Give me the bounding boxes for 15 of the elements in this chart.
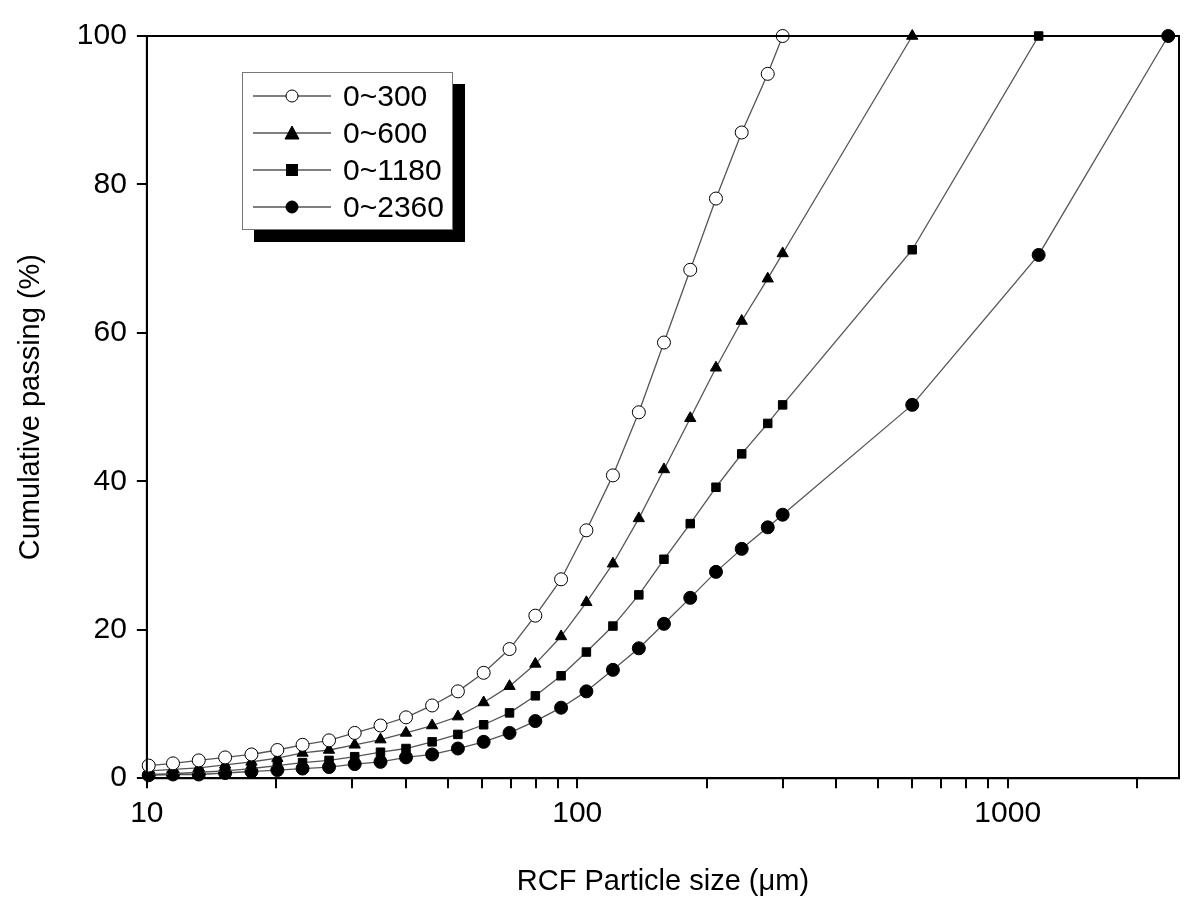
x-tick-label: 100 bbox=[552, 795, 603, 829]
y-tick-label: 80 bbox=[93, 165, 127, 199]
y-tick-label: 60 bbox=[93, 314, 127, 348]
y-axis-title: Cumulative passing (%) bbox=[13, 253, 46, 561]
x-tick-label: 10 bbox=[130, 795, 164, 829]
y-tick-label: 20 bbox=[93, 611, 127, 645]
legend-label: 0~600 bbox=[343, 115, 428, 150]
legend-label: 0~1180 bbox=[343, 152, 442, 187]
y-tick-label: 0 bbox=[110, 759, 127, 793]
legend-label: 0~300 bbox=[343, 78, 428, 113]
x-tick-label: 1000 bbox=[974, 795, 1042, 829]
y-tick-label: 100 bbox=[76, 17, 127, 51]
y-tick-label: 40 bbox=[93, 462, 127, 496]
legend-label: 0~2360 bbox=[343, 189, 444, 224]
x-axis-title: RCF Particle size (μm) bbox=[516, 863, 810, 896]
